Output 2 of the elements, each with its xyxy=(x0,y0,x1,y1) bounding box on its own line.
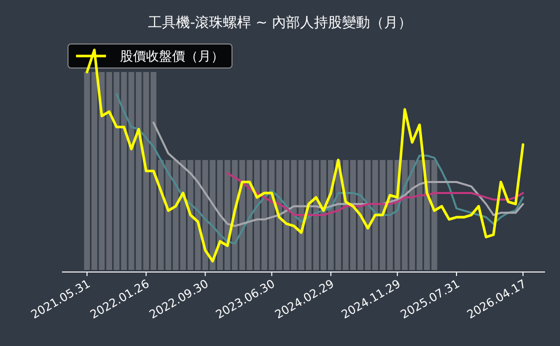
chart-title: 工具機-滾珠螺桿 ~ 內部人持股變動（月） xyxy=(148,15,412,31)
legend-label: 股價收盤價（月） xyxy=(120,50,224,64)
